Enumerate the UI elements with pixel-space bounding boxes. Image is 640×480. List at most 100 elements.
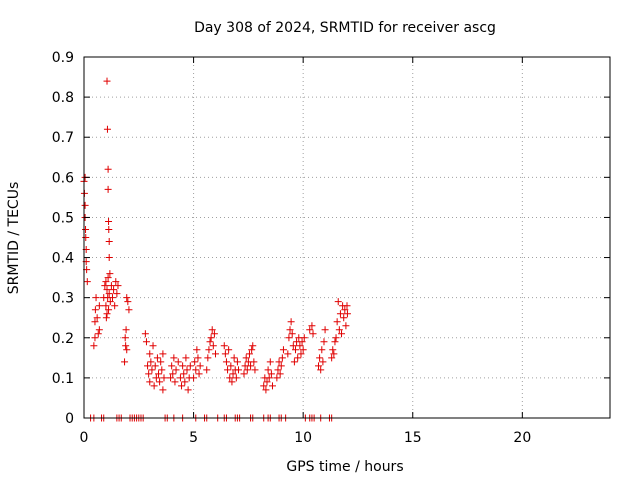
- data-point: [167, 374, 175, 382]
- data-point: [336, 310, 344, 318]
- data-point: [264, 366, 272, 374]
- data-point: [229, 370, 237, 378]
- data-point: [247, 362, 255, 370]
- data-point: [170, 354, 178, 362]
- data-point: [169, 370, 177, 378]
- data-point: [168, 362, 176, 370]
- data-point: [104, 165, 112, 173]
- data-point: [333, 318, 341, 326]
- data-point: [104, 185, 112, 193]
- data-point: [260, 382, 268, 390]
- data-point: [287, 318, 295, 326]
- data-point: [315, 362, 323, 370]
- y-tick-label: 0.1: [52, 371, 74, 387]
- data-point: [332, 334, 340, 342]
- data-point: [319, 358, 327, 366]
- data-point: [266, 358, 274, 366]
- data-point: [106, 298, 114, 306]
- data-point: [182, 354, 190, 362]
- data-point: [183, 366, 191, 374]
- data-point: [300, 334, 308, 342]
- data-point: [108, 294, 116, 302]
- data-point: [179, 362, 187, 370]
- data-point: [306, 326, 314, 334]
- data-point: [227, 362, 235, 370]
- y-tick-label: 0: [65, 411, 74, 427]
- data-point: [91, 318, 99, 326]
- data-point: [155, 370, 163, 378]
- data-point: [291, 346, 299, 354]
- data-point: [207, 334, 215, 342]
- data-point: [268, 382, 276, 390]
- y-tick-label: 0.9: [52, 50, 74, 66]
- data-point: [194, 354, 202, 362]
- data-point: [276, 370, 284, 378]
- data-point: [249, 342, 257, 350]
- data-point: [105, 225, 113, 233]
- data-point: [297, 350, 305, 358]
- data-point: [294, 354, 302, 362]
- data-point: [110, 286, 118, 294]
- data-point: [113, 290, 121, 298]
- data-point: [334, 298, 342, 306]
- x-tick-label: 15: [404, 430, 422, 446]
- data-point: [279, 346, 287, 354]
- data-point: [105, 238, 113, 246]
- data-point: [192, 366, 200, 374]
- data-point: [220, 342, 228, 350]
- data-point: [151, 362, 159, 370]
- data-point: [123, 294, 131, 302]
- data-point: [278, 354, 286, 362]
- data-point: [277, 362, 285, 370]
- plot-frame: [83, 56, 611, 419]
- data-point: [101, 282, 109, 290]
- data-point: [104, 274, 112, 282]
- data-point: [94, 330, 102, 338]
- data-point: [159, 350, 167, 358]
- x-tick-label: 5: [189, 430, 198, 446]
- data-point: [103, 286, 111, 294]
- data-point: [343, 302, 351, 310]
- data-point: [275, 358, 283, 366]
- data-point: [83, 278, 91, 286]
- data-point: [212, 350, 219, 358]
- data-point: [228, 378, 236, 386]
- data-point: [290, 358, 298, 366]
- y-tick-label: 0.2: [52, 331, 74, 347]
- data-point: [152, 374, 160, 382]
- data-point: [273, 374, 281, 382]
- data-point: [103, 310, 111, 318]
- data-point: [178, 382, 186, 390]
- data-point: [274, 366, 282, 374]
- data-point: [105, 254, 113, 262]
- data-point: [91, 306, 99, 314]
- data-point: [338, 330, 346, 338]
- data-point: [95, 302, 103, 310]
- axis-ticks: 0 0.1 0.2 0.3 0.4 0.5 0.6 0.7 0.8 0.9 0 5 10 15 20: [52, 50, 610, 446]
- data-point: [186, 362, 194, 370]
- data-point: [148, 366, 156, 374]
- data-point: [242, 354, 250, 362]
- data-point: [157, 358, 165, 366]
- data-point: [146, 378, 154, 386]
- data-point: [93, 314, 101, 322]
- data-point: [171, 378, 179, 386]
- data-point: [105, 290, 113, 298]
- x-axis-label: GPS time / hours: [286, 459, 403, 475]
- data-point: [180, 370, 188, 378]
- data-point: [286, 326, 294, 334]
- data-point: [102, 314, 110, 322]
- data-point: [172, 366, 180, 374]
- data-point: [82, 225, 90, 233]
- data-point: [288, 330, 296, 338]
- data-point: [156, 378, 164, 386]
- data-point: [230, 354, 238, 362]
- data-point: [330, 350, 338, 358]
- data-point: [144, 362, 152, 370]
- data-point: [205, 346, 213, 354]
- data-point: [141, 330, 149, 338]
- data-point: [329, 346, 337, 354]
- data-point: [321, 326, 329, 334]
- data-point: [285, 334, 293, 342]
- data-point: [240, 370, 248, 378]
